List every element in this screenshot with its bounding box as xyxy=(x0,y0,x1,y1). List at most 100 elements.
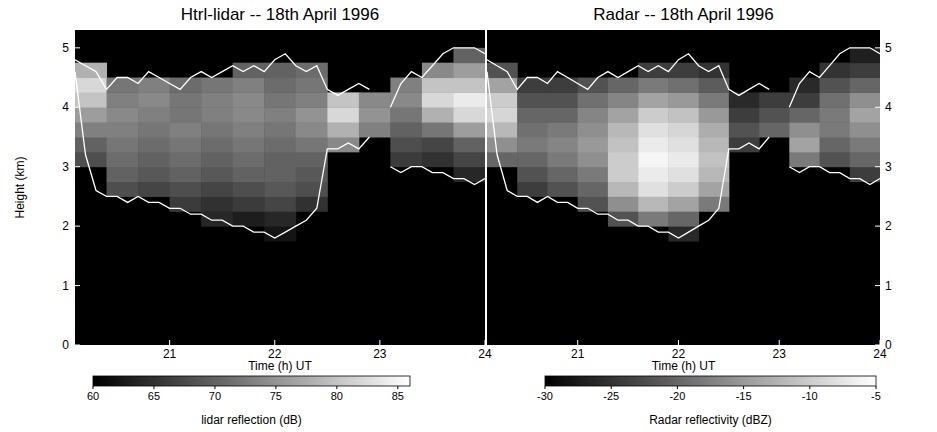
cell xyxy=(327,92,359,107)
cell xyxy=(422,152,454,167)
cell xyxy=(170,167,202,182)
cell xyxy=(820,137,851,152)
cell xyxy=(201,92,233,107)
color-tick xyxy=(545,386,546,389)
cell xyxy=(487,78,518,93)
x-tick-label: 23 xyxy=(373,347,387,361)
color-tick-label: -5 xyxy=(871,390,881,402)
cell xyxy=(608,92,639,107)
cell xyxy=(233,167,265,182)
cell xyxy=(201,196,233,211)
cell xyxy=(789,78,820,93)
cell xyxy=(608,167,639,182)
cell xyxy=(608,196,639,211)
cell xyxy=(453,92,485,107)
cell xyxy=(517,182,548,197)
y-tick-label: 2 xyxy=(885,219,892,233)
cell xyxy=(699,196,730,211)
cell xyxy=(264,137,296,152)
cell xyxy=(547,78,578,93)
y-tick-label: 3 xyxy=(62,160,69,174)
cell xyxy=(638,63,669,78)
cell xyxy=(107,137,139,152)
panel-title: Htrl-lidar -- 18th April 1996 xyxy=(181,5,379,24)
cell xyxy=(729,107,760,122)
cell xyxy=(608,182,639,197)
cell xyxy=(233,63,265,78)
cell xyxy=(75,78,107,93)
cell xyxy=(453,63,485,78)
color-bar xyxy=(545,376,876,386)
cell xyxy=(638,167,669,182)
x-tick xyxy=(169,340,170,345)
x-tick xyxy=(880,340,881,345)
cell xyxy=(638,122,669,137)
cell xyxy=(107,152,139,167)
cell xyxy=(820,122,851,137)
cell xyxy=(578,152,609,167)
cell xyxy=(75,137,107,152)
cell xyxy=(729,137,760,152)
cell xyxy=(107,182,139,197)
cell xyxy=(170,137,202,152)
cell xyxy=(547,92,578,107)
color-tick xyxy=(743,386,744,389)
y-tick xyxy=(75,285,80,286)
cell xyxy=(422,107,454,122)
cell xyxy=(233,107,265,122)
cell xyxy=(233,122,265,137)
cell xyxy=(789,107,820,122)
cell xyxy=(201,107,233,122)
x-tick xyxy=(379,340,380,345)
cell xyxy=(233,78,265,93)
cell xyxy=(850,152,880,167)
cell xyxy=(699,137,730,152)
x-tick xyxy=(779,340,780,345)
cell xyxy=(170,152,202,167)
cell xyxy=(233,152,265,167)
cell xyxy=(264,152,296,167)
cell xyxy=(296,137,328,152)
cell xyxy=(201,182,233,197)
color-tick-label: 75 xyxy=(270,390,282,402)
cell xyxy=(264,63,296,78)
cell xyxy=(201,167,233,182)
cell xyxy=(390,152,422,167)
cell xyxy=(296,196,328,211)
color-bar xyxy=(93,376,410,386)
cell xyxy=(170,92,202,107)
cell xyxy=(107,167,139,182)
cloud-base xyxy=(75,72,485,238)
cell xyxy=(517,92,548,107)
color-tick-label: 65 xyxy=(148,390,160,402)
cell xyxy=(422,78,454,93)
cell xyxy=(107,92,139,107)
color-tick xyxy=(809,386,810,389)
cell xyxy=(759,107,790,122)
x-tick-label: 21 xyxy=(163,347,177,361)
cell xyxy=(608,78,639,93)
cell xyxy=(264,107,296,122)
cell xyxy=(578,107,609,122)
cell xyxy=(453,107,485,122)
cell xyxy=(668,152,699,167)
cell xyxy=(233,211,265,226)
y-tick-label: 1 xyxy=(62,279,69,293)
cell xyxy=(453,137,485,152)
cell xyxy=(138,107,170,122)
cell xyxy=(138,167,170,182)
color-tick xyxy=(611,386,612,389)
x-tick-label: 21 xyxy=(571,347,585,361)
plot-area xyxy=(75,30,485,345)
cell xyxy=(608,152,639,167)
cell xyxy=(578,92,609,107)
cell xyxy=(668,63,699,78)
cell xyxy=(699,107,730,122)
cell xyxy=(668,107,699,122)
y-tick xyxy=(75,107,80,108)
cell xyxy=(668,196,699,211)
cell xyxy=(547,137,578,152)
cell xyxy=(517,122,548,137)
x-axis-title: Time (h) UT xyxy=(248,359,312,373)
cell xyxy=(327,107,359,122)
